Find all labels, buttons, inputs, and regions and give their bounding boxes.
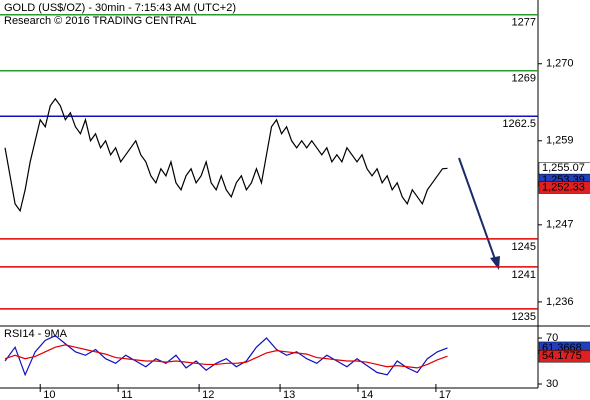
level-label: 1277 — [512, 17, 536, 29]
y-tick-label: 1,259 — [546, 135, 574, 147]
y-tick-label: 1,247 — [546, 219, 574, 231]
price-tag — [538, 349, 590, 363]
level-label: 1241 — [512, 269, 536, 281]
level-label: 1269 — [512, 73, 536, 85]
x-tick-label: 14 — [361, 389, 373, 400]
price-tag-label: 1,252.33 — [542, 181, 585, 193]
price-tag — [538, 181, 590, 194]
series-line — [4, 97, 448, 213]
y-tick-label: 30 — [546, 378, 558, 390]
x-tick-label: 12 — [202, 389, 214, 400]
chart-title: GOLD (US$/OZ) - 30min - 7:15:43 AM (UTC+… — [4, 2, 236, 14]
y-tick-label: 70 — [546, 332, 558, 344]
y-tick-label: 1,236 — [546, 296, 574, 308]
x-tick-label: 17 — [439, 389, 451, 400]
level-label: 1262.5 — [502, 118, 536, 130]
x-tick-label: 11 — [121, 389, 132, 400]
forecast-arrow — [458, 157, 497, 263]
x-tick-label: 10 — [43, 389, 55, 400]
x-tick-label: 13 — [283, 389, 295, 400]
price-tag-label: 54.1775 — [542, 350, 582, 362]
series-line — [4, 335, 448, 377]
y-tick-label: 1,270 — [546, 58, 574, 70]
series-line — [4, 344, 448, 369]
price-tag-label: 1,255.07 — [542, 162, 585, 174]
chart-subtitle: Research © 2016 TRADING CENTRAL — [4, 15, 197, 27]
level-label: 1245 — [512, 241, 536, 253]
level-label: 1235 — [512, 311, 536, 323]
